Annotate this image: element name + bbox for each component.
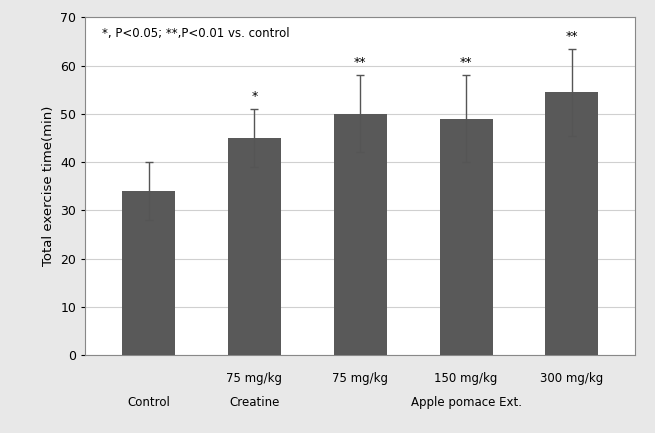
Text: Control: Control	[127, 396, 170, 409]
Bar	[334, 114, 386, 355]
Bar	[546, 92, 598, 355]
Text: **: **	[566, 30, 578, 43]
Text: 150 mg/kg: 150 mg/kg	[434, 372, 498, 385]
Bar	[440, 119, 493, 355]
Text: 300 mg/kg: 300 mg/kg	[540, 372, 603, 385]
Text: *: *	[252, 90, 257, 103]
Text: **: **	[460, 56, 472, 69]
Text: 75 mg/kg: 75 mg/kg	[227, 372, 282, 385]
Text: **: **	[354, 56, 367, 69]
Bar	[228, 138, 281, 355]
Bar	[122, 191, 175, 355]
Text: 75 mg/kg: 75 mg/kg	[332, 372, 388, 385]
Text: Apple pomace Ext.: Apple pomace Ext.	[411, 396, 521, 409]
Y-axis label: Total exercise time(min): Total exercise time(min)	[41, 106, 54, 266]
Text: Creatine: Creatine	[229, 396, 280, 409]
Text: *, P<0.05; **,P<0.01 vs. control: *, P<0.05; **,P<0.01 vs. control	[102, 27, 290, 40]
